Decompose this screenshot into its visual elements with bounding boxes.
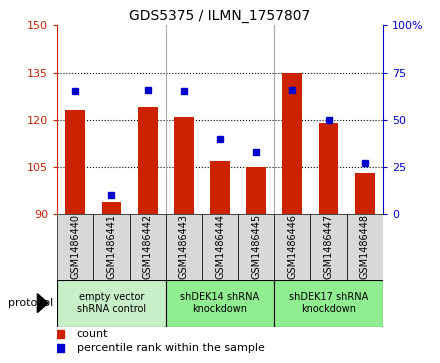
Text: GSM1486443: GSM1486443 [179, 214, 189, 280]
Bar [282, 73, 302, 214]
Title: GDS5375 / ILMN_1757807: GDS5375 / ILMN_1757807 [129, 9, 311, 23]
Bar [238, 214, 274, 280]
Text: GSM1486447: GSM1486447 [323, 214, 334, 280]
Bar [274, 280, 383, 327]
Bar [210, 161, 230, 214]
Text: GSM1486440: GSM1486440 [70, 214, 80, 280]
Bar [93, 214, 129, 280]
Text: shDEK14 shRNA
knockdown: shDEK14 shRNA knockdown [180, 292, 260, 314]
Bar [246, 167, 266, 214]
Polygon shape [37, 294, 48, 313]
Text: protocol: protocol [7, 298, 53, 308]
Text: count: count [77, 329, 108, 339]
Bar [355, 173, 375, 214]
Text: percentile rank within the sample: percentile rank within the sample [77, 343, 264, 354]
Bar [129, 214, 166, 280]
Bar [57, 214, 93, 280]
Bar [202, 214, 238, 280]
Bar [174, 117, 194, 214]
Text: GSM1486442: GSM1486442 [143, 214, 153, 280]
Bar [166, 280, 274, 327]
Text: GSM1486446: GSM1486446 [287, 214, 297, 280]
Text: GSM1486448: GSM1486448 [360, 214, 370, 280]
Text: empty vector
shRNA control: empty vector shRNA control [77, 292, 146, 314]
Bar [311, 214, 347, 280]
Text: GSM1486444: GSM1486444 [215, 214, 225, 280]
Text: GSM1486441: GSM1486441 [106, 214, 117, 280]
Bar [57, 280, 166, 327]
Bar [66, 110, 85, 214]
Text: shDEK17 shRNA
knockdown: shDEK17 shRNA knockdown [289, 292, 368, 314]
Bar [166, 214, 202, 280]
Bar [102, 201, 121, 214]
Bar [347, 214, 383, 280]
Text: GSM1486445: GSM1486445 [251, 214, 261, 280]
Bar [319, 123, 338, 214]
Bar [274, 214, 311, 280]
Bar [138, 107, 158, 214]
